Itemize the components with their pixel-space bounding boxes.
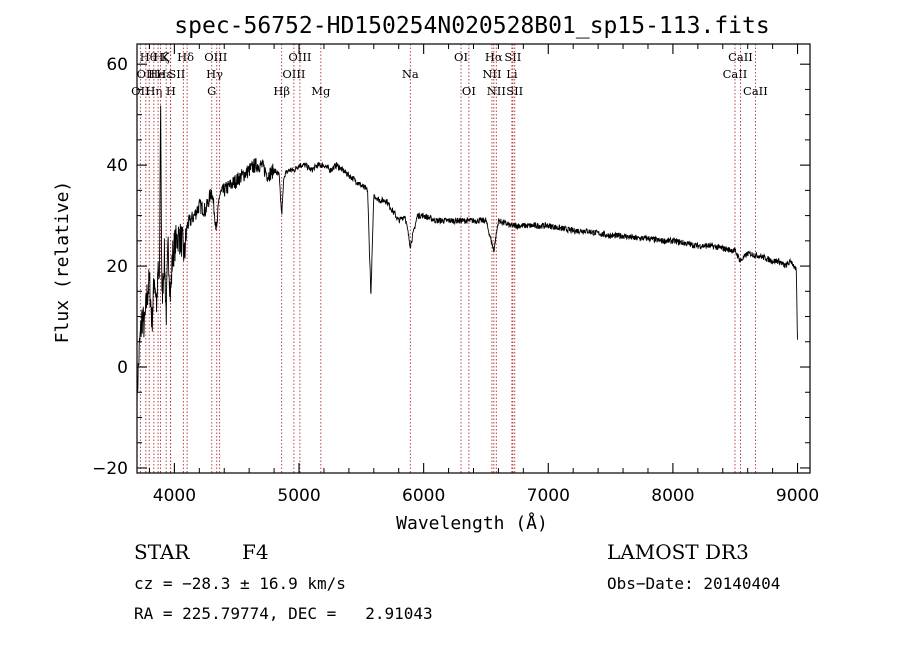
plot-axes: 4000 5000 6000 7000 8000 9000 −20 0 20 40 60	[92, 43, 819, 506]
coordinates: RA = 225.79774, DEC = 2.91043	[134, 604, 433, 623]
line-marker-label-10: Hδ	[177, 50, 194, 64]
spectrum-series	[136, 105, 798, 416]
line-marker-label-16: OIII	[288, 50, 311, 64]
x-tick-label: 5000	[277, 486, 320, 506]
redshift-velocity: cz = −28.3 ± 16.9 km/s	[134, 574, 346, 593]
line-marker-label-19: OI	[454, 50, 468, 64]
line-marker-label-23: NII	[487, 84, 506, 98]
line-marker-label-9: SII	[168, 67, 185, 81]
line-marker-label-6: K	[161, 50, 170, 64]
line-marker-label-18: Na	[402, 67, 419, 81]
y-tick-label: 20	[106, 257, 128, 277]
line-marker-label-8: Hε	[156, 67, 172, 81]
survey-name: LAMOST DR3	[607, 540, 749, 564]
y-tick-label: −20	[92, 459, 128, 479]
x-tick-label: 8000	[651, 486, 694, 506]
y-axis-label: Flux (relative)	[52, 181, 73, 344]
line-marker-label-20: OI	[462, 84, 476, 98]
line-marker-label-15: OIII	[282, 67, 305, 81]
x-tick-label: 7000	[527, 486, 570, 506]
y-tick-label: 40	[106, 156, 128, 176]
x-tick-label: 6000	[402, 486, 445, 506]
line-marker-label-2: Hθ	[140, 50, 157, 64]
x-tick-label: 9000	[776, 486, 819, 506]
spectrum-line	[136, 105, 798, 416]
chart-title: spec-56752-HD150254N020528B01_sp15-113.f…	[174, 13, 769, 39]
line-marker-label-11: G	[207, 84, 216, 98]
object-subclass: F4	[242, 540, 269, 564]
object-class: STAR	[134, 540, 190, 564]
x-tick-label: 4000	[153, 486, 196, 506]
line-marker-label-29: CaII	[743, 84, 768, 98]
y-tick-label: 60	[106, 55, 128, 75]
x-axis-label: Wavelength (Å)	[396, 512, 548, 534]
line-marker-label-3: Hη	[145, 84, 162, 98]
observation-date: Obs−Date: 20140404	[607, 574, 781, 593]
line-marker-label-21: NII	[482, 67, 501, 81]
line-marker-label-17: Mg	[311, 84, 331, 98]
line-marker-label-22: Hα	[485, 50, 503, 64]
plot-frame	[136, 43, 811, 474]
line-marker-label-14: Hβ	[273, 84, 290, 98]
line-marker-label-4: He	[148, 67, 165, 81]
line-marker-label-27: CaII	[723, 67, 748, 81]
line-marker-label-1: OII	[137, 67, 156, 81]
line-marker-label-24: Li	[506, 67, 518, 81]
line-marker-label-12: Hγ	[206, 67, 223, 81]
line-markers: OIIOIIHθHηHeHζKHHεSIIHδGHγOIIIHβOIIIOIII…	[131, 44, 768, 473]
line-marker-label-13: OIII	[204, 50, 227, 64]
line-marker-label-25: SII	[504, 50, 521, 64]
line-marker-label-28: CaII	[728, 50, 753, 64]
line-marker-label-26: SII	[506, 84, 523, 98]
y-tick-label: 0	[117, 358, 128, 378]
line-marker-label-5: Hζ	[154, 50, 170, 64]
line-marker-label-0: OII	[131, 84, 150, 98]
